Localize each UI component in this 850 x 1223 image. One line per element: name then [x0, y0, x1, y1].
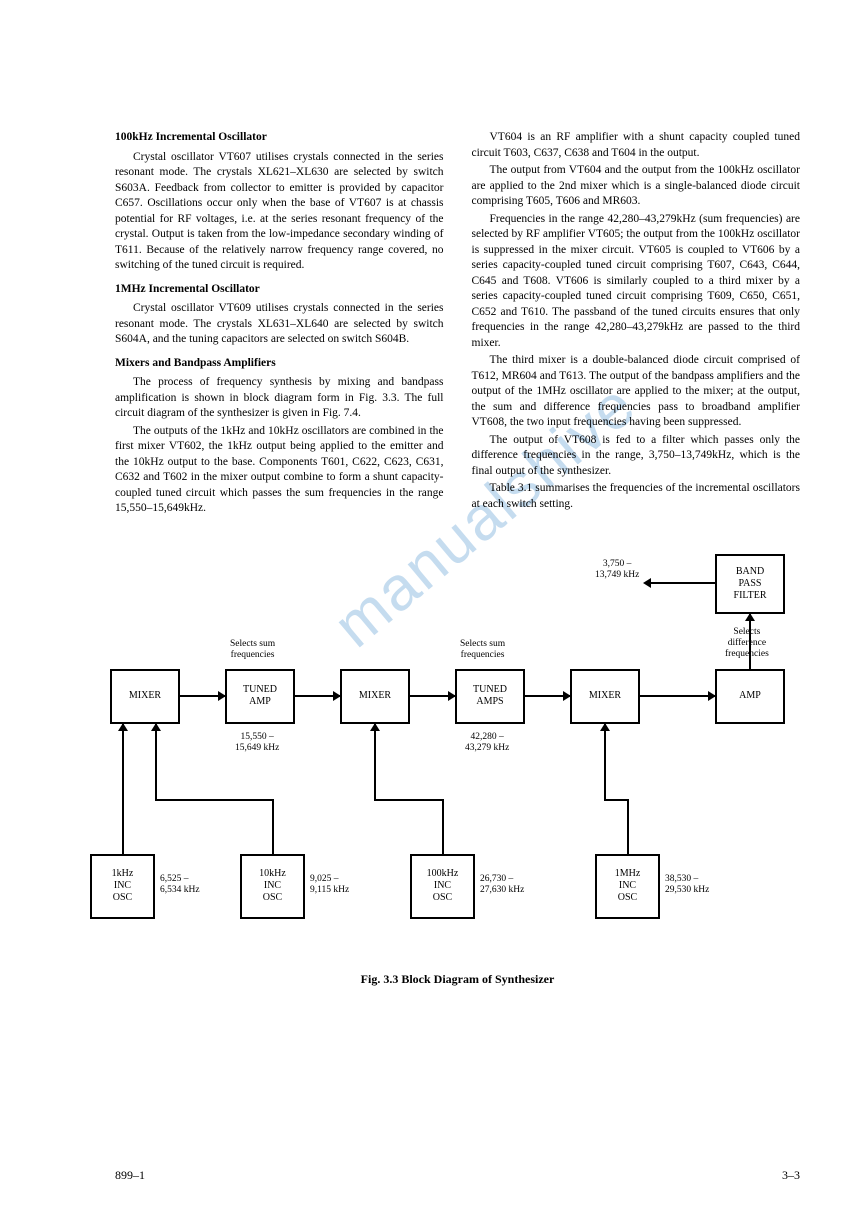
- para: The process of frequency synthesis by mi…: [115, 375, 444, 422]
- heading-1mhz: 1MHz Incremental Oscillator: [115, 282, 444, 298]
- label-sel-sum1: Selects sum frequencies: [230, 639, 275, 661]
- conn: [442, 799, 444, 854]
- para: The output from VT604 and the output fro…: [472, 163, 801, 210]
- para: The outputs of the 1kHz and 10kHz oscill…: [115, 424, 444, 517]
- label-sel-diff: Selects difference frequencies: [725, 627, 769, 660]
- label-f100: 26,730 – 27,630 kHz: [480, 874, 524, 896]
- box-tuned-amps: TUNED AMPS: [455, 669, 525, 724]
- page-footer: 899–1 3–3: [115, 1168, 800, 1183]
- label-f1: 6,525 – 6,534 kHz: [160, 874, 200, 896]
- footer-right: 3–3: [782, 1168, 800, 1183]
- box-osc-10khz: 10kHz INC OSC: [240, 854, 305, 919]
- conn: [272, 799, 274, 854]
- label-f10: 9,025 – 9,115 kHz: [310, 874, 349, 896]
- content: 100kHz Incremental Oscillator Crystal os…: [115, 130, 800, 987]
- conn: [295, 695, 340, 697]
- para: Crystal oscillator VT607 utilises crysta…: [115, 150, 444, 274]
- conn: [749, 614, 751, 669]
- para: The third mixer is a double-balanced dio…: [472, 353, 801, 431]
- para: VT604 is an RF amplifier with a shunt ca…: [472, 130, 801, 161]
- conn: [155, 724, 157, 801]
- conn: [180, 695, 225, 697]
- arrow-left: [643, 578, 651, 588]
- label-r2: 42,280 – 43,279 kHz: [465, 732, 509, 754]
- box-osc-1khz: 1kHz INC OSC: [90, 854, 155, 919]
- box-mixer1: MIXER: [110, 669, 180, 724]
- footer-left: 899–1: [115, 1168, 145, 1183]
- label-sel-sum2: Selects sum frequencies: [460, 639, 505, 661]
- para: Table 3.1 summarises the frequencies of …: [472, 481, 801, 512]
- box-mixer2: MIXER: [340, 669, 410, 724]
- conn: [604, 724, 606, 801]
- conn: [604, 799, 629, 801]
- conn: [122, 724, 124, 854]
- para: The output of VT608 is fed to a filter w…: [472, 433, 801, 480]
- conn: [410, 695, 455, 697]
- conn: [627, 799, 629, 854]
- block-diagram: BAND PASS FILTER 3,750 – 13,749 kHz Sele…: [110, 554, 800, 944]
- conn: [525, 695, 570, 697]
- box-tuned-amp1: TUNED AMP: [225, 669, 295, 724]
- conn: [640, 695, 715, 697]
- label-f1m: 38,530 – 29,530 kHz: [665, 874, 709, 896]
- conn: [155, 799, 274, 801]
- conn: [650, 582, 715, 584]
- heading-mixers: Mixers and Bandpass Amplifiers: [115, 356, 444, 372]
- box-osc-100khz: 100kHz INC OSC: [410, 854, 475, 919]
- column-right: VT604 is an RF amplifier with a shunt ca…: [472, 130, 801, 519]
- text-columns: 100kHz Incremental Oscillator Crystal os…: [115, 130, 800, 519]
- box-bpf: BAND PASS FILTER: [715, 554, 785, 614]
- label-out-range: 3,750 – 13,749 kHz: [595, 559, 639, 581]
- box-mixer3: MIXER: [570, 669, 640, 724]
- box-osc-1mhz: 1MHz INC OSC: [595, 854, 660, 919]
- column-left: 100kHz Incremental Oscillator Crystal os…: [115, 130, 444, 519]
- para: Crystal oscillator VT609 utilises crysta…: [115, 301, 444, 348]
- label-r1: 15,550 – 15,649 kHz: [235, 732, 279, 754]
- conn: [374, 799, 444, 801]
- para: Frequencies in the range 42,280–43,279kH…: [472, 212, 801, 352]
- box-amp: AMP: [715, 669, 785, 724]
- heading-100khz: 100kHz Incremental Oscillator: [115, 130, 444, 146]
- conn: [374, 724, 376, 801]
- figure-caption: Fig. 3.3 Block Diagram of Synthesizer: [115, 972, 800, 987]
